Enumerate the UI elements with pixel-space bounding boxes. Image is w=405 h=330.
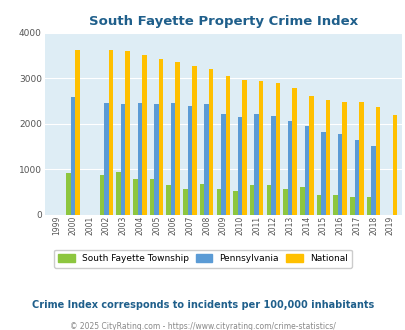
Bar (166, 185, 171, 214)
Bar (316, 195, 320, 214)
Bar (75, 50, 80, 214)
Bar (242, 80, 246, 214)
Bar (66, 173, 70, 214)
Bar (349, 197, 354, 214)
Bar (187, 106, 192, 214)
Bar (232, 191, 237, 214)
Bar (371, 146, 375, 214)
Bar (70, 97, 75, 214)
Bar (337, 134, 341, 214)
Bar (366, 197, 371, 215)
Bar (199, 184, 204, 214)
Bar (154, 104, 158, 214)
Bar (116, 172, 121, 214)
Bar (304, 125, 308, 214)
Bar (137, 103, 142, 214)
Bar (392, 115, 396, 214)
Bar (183, 189, 187, 214)
Bar (208, 69, 213, 215)
Bar (254, 114, 258, 214)
Bar (308, 96, 313, 214)
Bar (142, 55, 146, 214)
Bar (237, 117, 242, 214)
Bar (192, 66, 196, 214)
Bar (341, 102, 346, 214)
Bar (133, 179, 137, 215)
Bar (109, 50, 113, 214)
Bar (283, 189, 287, 214)
Bar (121, 104, 125, 214)
Bar (149, 179, 154, 215)
Bar (249, 185, 254, 214)
Bar (158, 59, 163, 214)
Title: South Fayette Property Crime Index: South Fayette Property Crime Index (89, 15, 357, 28)
Bar (175, 62, 179, 214)
Bar (99, 175, 104, 214)
Legend: South Fayette Township, Pennsylvania, National: South Fayette Township, Pennsylvania, Na… (54, 249, 351, 268)
Bar (258, 81, 263, 214)
Bar (266, 184, 271, 215)
Bar (125, 51, 130, 214)
Bar (325, 100, 329, 214)
Bar (375, 107, 379, 214)
Text: © 2025 CityRating.com - https://www.cityrating.com/crime-statistics/: © 2025 CityRating.com - https://www.city… (70, 322, 335, 330)
Text: Crime Index corresponds to incidents per 100,000 inhabitants: Crime Index corresponds to incidents per… (32, 300, 373, 310)
Bar (220, 114, 225, 214)
Bar (204, 104, 208, 214)
Bar (292, 88, 296, 214)
Bar (333, 195, 337, 214)
Bar (320, 132, 325, 214)
Bar (275, 83, 279, 214)
Bar (271, 116, 275, 214)
Bar (104, 103, 109, 214)
Bar (287, 121, 292, 214)
Bar (299, 187, 304, 214)
Bar (225, 76, 230, 214)
Bar (216, 189, 220, 214)
Bar (358, 102, 363, 214)
Bar (171, 103, 175, 214)
Bar (354, 140, 358, 214)
